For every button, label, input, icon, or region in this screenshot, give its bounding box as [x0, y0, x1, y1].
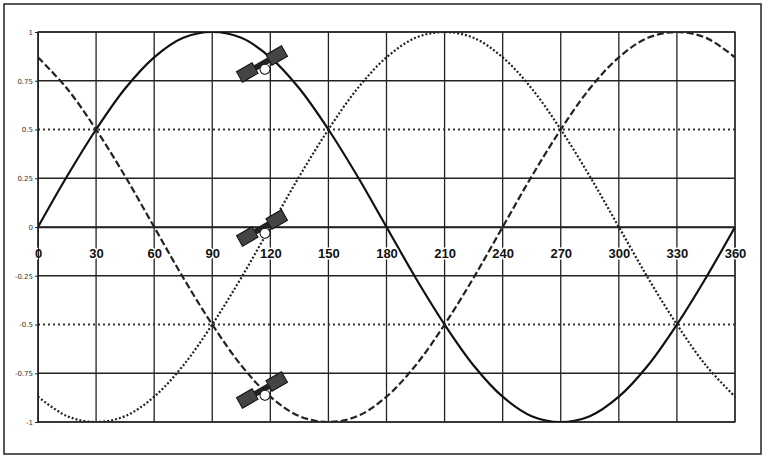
- x-tick: 90: [206, 227, 220, 261]
- reference-lines: [38, 130, 735, 325]
- y-tick-mark: [35, 32, 38, 33]
- y-tick-label: -0.5: [19, 321, 33, 329]
- y-tick-label: 1: [29, 29, 33, 37]
- reference-line: [38, 129, 735, 131]
- x-tick: 180: [376, 227, 398, 261]
- x-tick: 300: [608, 227, 630, 261]
- x-tick: 60: [147, 227, 161, 261]
- grid-line-y: [38, 373, 735, 374]
- y-tick-mark: [35, 81, 38, 82]
- y-tick-label: -0.25: [15, 272, 33, 280]
- y-tick: 1: [29, 29, 38, 37]
- y-tick-mark: [35, 276, 38, 277]
- x-tick: 150: [318, 227, 340, 261]
- grid-line-y: [38, 80, 735, 81]
- y-tick: 0.25: [17, 175, 38, 183]
- x-tick-label: 240: [492, 246, 514, 261]
- y-axis-line: [38, 33, 39, 423]
- y-tick-label: 0.25: [17, 175, 33, 183]
- grid-line-y: [38, 421, 735, 422]
- x-tick-label: 90: [206, 246, 220, 261]
- satellite-icon: [236, 210, 290, 251]
- x-tick: 360: [725, 227, 747, 261]
- y-tick-mark: [35, 373, 38, 374]
- series-group: [38, 32, 735, 422]
- y-tick-mark: [35, 178, 38, 179]
- x-tick-label: 60: [147, 246, 161, 261]
- x-tick-label: 150: [318, 246, 340, 261]
- y-tick: -0.75: [15, 370, 38, 378]
- satellite-icon: [236, 372, 290, 413]
- x-tick-label: 300: [608, 246, 630, 261]
- x-tick: 270: [550, 227, 572, 261]
- series-line: [38, 32, 735, 422]
- y-tick-label: -1: [26, 419, 33, 427]
- grid-line-y: [38, 275, 735, 276]
- chart: 0 30 60 90 120 150 180 210 240 270 300 330 360 -1 -0.7…: [0, 0, 766, 459]
- x-tick-label: 180: [376, 246, 398, 261]
- x-tick-label: 270: [550, 246, 572, 261]
- series-line: [38, 32, 735, 422]
- x-tick: 330: [667, 227, 689, 261]
- x-tick-label: 360: [725, 246, 747, 261]
- satellite-icon: [236, 46, 290, 87]
- y-tick-mark: [35, 227, 38, 228]
- x-tick-label: 330: [667, 246, 689, 261]
- grid: [38, 32, 735, 422]
- y-tick-mark: [35, 325, 38, 326]
- y-tick: 0.5: [22, 126, 38, 134]
- y-tick: -1: [26, 419, 38, 427]
- x-tick: 240: [492, 227, 514, 261]
- y-tick-label: 0: [29, 224, 33, 232]
- y-tick: -0.5: [19, 321, 38, 329]
- plot-frame: [38, 32, 735, 422]
- y-tick-mark: [35, 130, 38, 131]
- y-tick: -0.25: [15, 272, 38, 280]
- x-tick-label: 210: [434, 246, 456, 261]
- y-tick: 0: [29, 224, 38, 232]
- y-tick-label: 0.5: [22, 126, 33, 134]
- x-tick: 30: [89, 227, 103, 261]
- y-axis: -1 -0.75 -0.5 -0.25 0 0.25 0.5 0.75 1: [15, 29, 39, 427]
- grid-line-y: [38, 178, 735, 179]
- x-axis-line: [39, 227, 736, 228]
- y-tick-label: 0.75: [17, 77, 33, 85]
- y-tick-label: -0.75: [15, 370, 33, 378]
- y-tick: 0.75: [17, 77, 38, 85]
- outer-frame: [4, 4, 761, 454]
- grid-line-y: [38, 31, 735, 32]
- x-axis: 0306090120150180210240270300330360: [35, 227, 746, 261]
- reference-line: [38, 324, 735, 326]
- x-tick-label: 30: [89, 246, 103, 261]
- series-line: [38, 32, 735, 422]
- y-tick-mark: [35, 422, 38, 423]
- x-tick: 210: [434, 227, 456, 261]
- x-tick-label: 120: [260, 246, 282, 261]
